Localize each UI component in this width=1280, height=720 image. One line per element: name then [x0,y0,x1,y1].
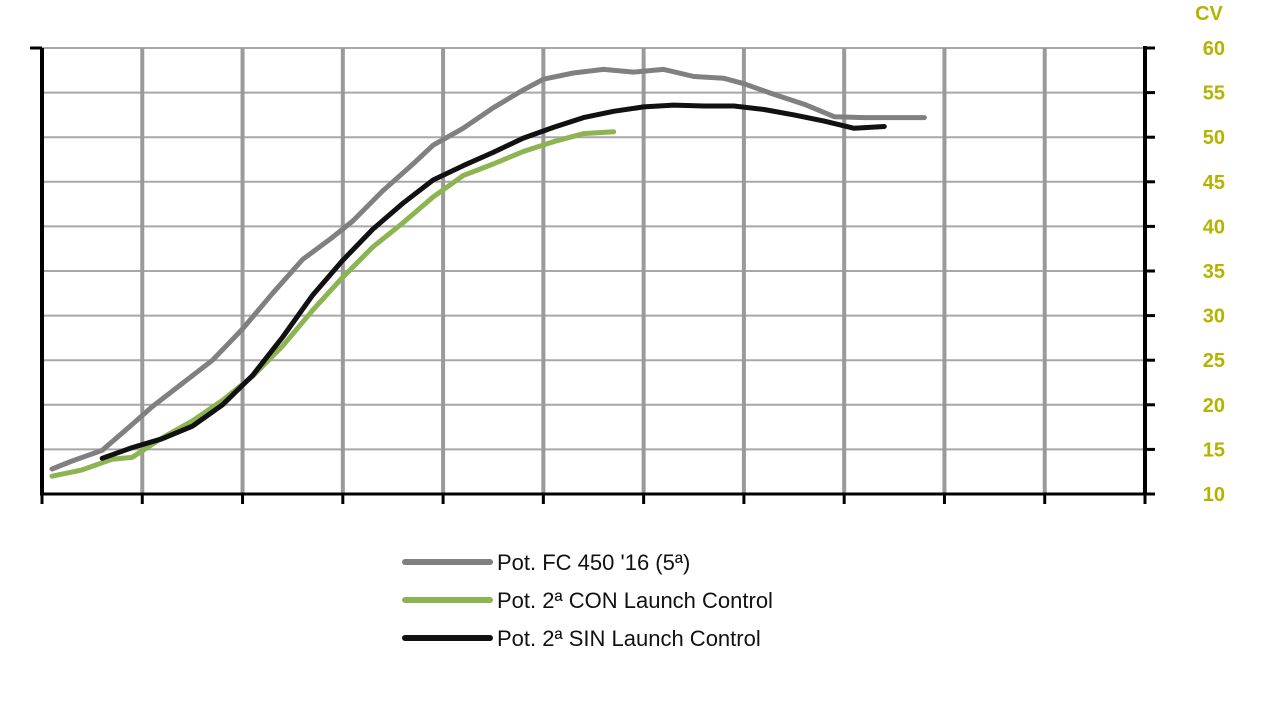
y-tick-label: 55 [1203,83,1225,105]
y-tick-label: 10 [1203,484,1225,506]
legend: Pot. FC 450 '16 (5ª) Pot. 2ª CON Launch C… [402,550,773,651]
y-tick-label: 60 [1203,38,1225,60]
y-tick-label: 35 [1203,261,1225,283]
y-tick-labels: 10 15 20 25 30 35 40 45 50 55 60 [1203,38,1225,506]
legend-label: Pot. 2ª SIN Launch Control [497,626,761,651]
axes [30,46,1155,504]
series-line [99,102,887,461]
y-tick-label: 30 [1203,306,1225,328]
series-line [49,66,927,472]
legend-label: Pot. FC 450 '16 (5ª) [497,550,690,575]
series-line [49,129,617,479]
y-axis-unit-label: CV [1195,3,1223,25]
y-tick-label: 45 [1203,172,1225,194]
legend-label: Pot. 2ª CON Launch Control [497,588,773,613]
y-tick-label: 15 [1203,439,1225,461]
y-tick-label: 20 [1203,395,1225,417]
y-tick-label: 25 [1203,350,1225,372]
y-tick-label: 40 [1203,216,1225,238]
y-tick-label: 50 [1203,127,1225,149]
series-lines [49,66,927,479]
grid-lines [42,47,1145,495]
